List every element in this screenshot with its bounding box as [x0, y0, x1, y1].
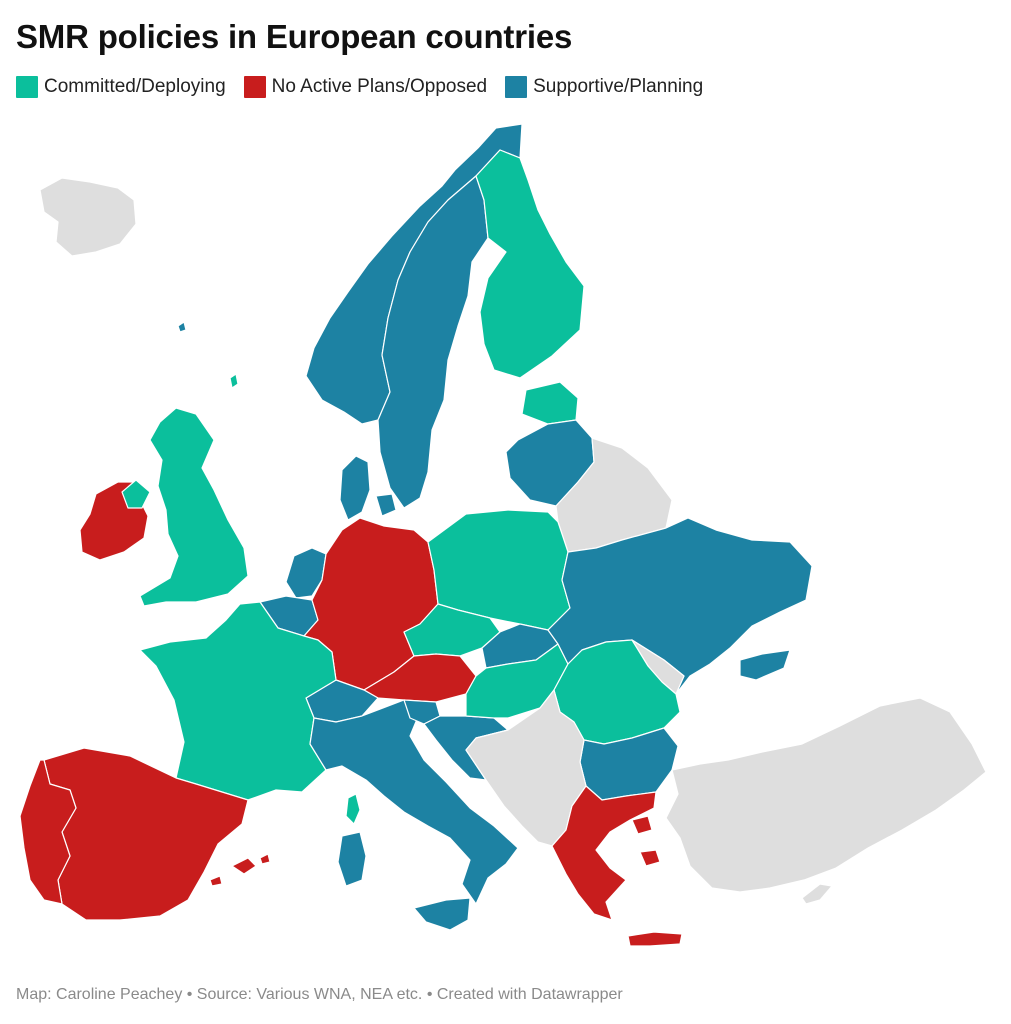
map-footer: Map: Caroline Peachey • Source: Various … — [16, 986, 623, 1003]
country-corsica[interactable] — [345, 793, 361, 825]
country-cyprus[interactable] — [801, 883, 833, 905]
legend-label-supportive: Supportive/Planning — [533, 76, 704, 97]
country-shetland — [229, 373, 239, 389]
country-sicily[interactable] — [413, 897, 471, 931]
country-crete[interactable] — [627, 931, 683, 947]
europe-map — [19, 123, 987, 947]
country-sweden[interactable] — [377, 175, 489, 509]
country-estonia[interactable] — [521, 381, 579, 425]
country-balearics[interactable] — [209, 853, 271, 887]
legend-swatch-opposed — [243, 76, 266, 98]
legend: Committed/Deploying No Active Plans/Oppo… — [16, 76, 703, 98]
country-iceland[interactable] — [39, 177, 137, 257]
country-france[interactable] — [139, 601, 337, 801]
country-finland[interactable] — [475, 149, 585, 379]
country-sardinia[interactable] — [337, 831, 367, 887]
country-faroe-islands — [177, 321, 187, 333]
legend-item-opposed: No Active Plans/Opposed — [243, 76, 488, 98]
country-turkey[interactable] — [665, 697, 987, 893]
country-greece[interactable] — [551, 785, 661, 921]
country-netherlands[interactable] — [285, 547, 327, 599]
legend-item-committed: Committed/Deploying — [16, 76, 226, 98]
legend-swatch-supportive — [505, 76, 528, 98]
country-ukraine[interactable] — [547, 517, 813, 695]
map-title: SMR policies in European countries — [16, 18, 573, 55]
legend-swatch-committed — [16, 76, 38, 98]
country-united-kingdom[interactable] — [121, 407, 249, 607]
country-portugal[interactable] — [19, 759, 77, 905]
legend-item-supportive: Supportive/Planning — [505, 76, 703, 98]
country-denmark[interactable] — [339, 455, 397, 521]
legend-label-committed: Committed/Deploying — [44, 76, 226, 97]
legend-label-opposed: No Active Plans/Opposed — [271, 76, 488, 97]
